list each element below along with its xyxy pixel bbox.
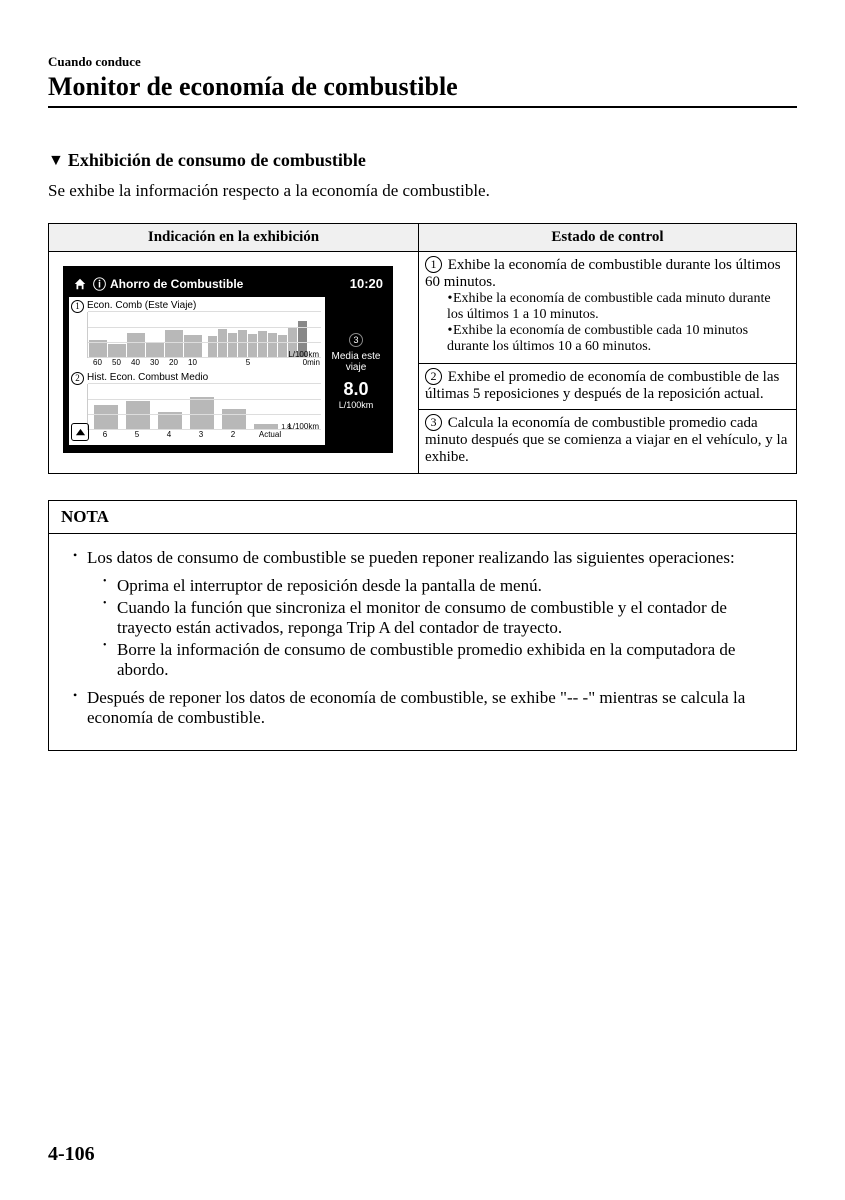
section-intro: Se exhibe la información respecto a la e… [48, 181, 797, 201]
nota-subitem: Borre la información de consumo de combu… [99, 640, 776, 680]
state-sub-1b: Exhibe la economía de combustible cada 1… [447, 323, 748, 354]
metric-value: 8.0 [343, 379, 368, 400]
state-text-3: Calcula la economía de combustible prome… [425, 415, 787, 465]
table-header-state: Estado de control [419, 224, 797, 252]
nota-body: Los datos de consumo de combustible se p… [49, 534, 796, 750]
chart1-number: 1 [71, 300, 84, 313]
home-icon [73, 277, 87, 291]
nota-subitem: Cuando la función que sincroniza el moni… [99, 598, 776, 638]
device-clock: 10:20 [350, 276, 383, 291]
table-header-display: Indicación en la exhibición [49, 224, 419, 252]
device-header: ⓘ Ahorro de Combustible 10:20 [69, 272, 387, 297]
metric-number: 3 [349, 333, 363, 347]
breadcrumb: Cuando conduce [48, 54, 797, 70]
chart1-area [87, 312, 321, 358]
metric-label: Media este viaje [327, 351, 385, 373]
up-arrow-icon [71, 423, 89, 441]
chart1-xaxis: 60504030201050min [87, 358, 321, 367]
page-number: 4-106 [48, 1143, 95, 1166]
chart1-unit: L/100km [288, 350, 319, 359]
display-cell: ⓘ Ahorro de Combustible 10:20 1 Econ. Co… [49, 252, 419, 474]
state-text-2: Exhibe el promedio de economía de combus… [425, 369, 779, 402]
nota-subitem: Oprima el interruptor de reposición desd… [99, 576, 776, 596]
state-row-2: 2 Exhibe el promedio de economía de comb… [419, 363, 797, 410]
triangle-icon: ▼ [48, 152, 64, 170]
title-rule [48, 106, 797, 108]
metric-panel: 3 Media este viaje 8.0 L/100km [325, 297, 387, 445]
section-heading: ▼ Exhibición de consumo de combustible [48, 150, 797, 171]
chart2-midlabel: 1.8 [281, 424, 291, 431]
display-table: Indicación en la exhibición Estado de co… [48, 223, 797, 474]
chart1-label: Econ. Comb (Este Viaje) [87, 300, 196, 311]
metric-unit: L/100km [339, 400, 374, 410]
state-num-3: 3 [425, 414, 442, 431]
state-text-1: Exhibe la economía de combustible durant… [425, 257, 781, 290]
chart-hist-avg: 2 Hist. Econ. Combust Medio 15 L/100km 1… [69, 369, 325, 445]
chart-econ-trip: 1 Econ. Comb (Este Viaje) 15 L/100km 60 [69, 297, 325, 369]
page-title: Monitor de economía de combustible [48, 72, 797, 102]
section-heading-text: Exhibición de consumo de combustible [68, 150, 366, 171]
state-row-3: 3 Calcula la economía de combustible pro… [419, 410, 797, 474]
info-icon: ⓘ [93, 274, 106, 293]
state-num-2: 2 [425, 368, 442, 385]
state-row-1: 1 Exhibe la economía de combustible dura… [419, 252, 797, 364]
nota-item: Los datos de consumo de combustible se p… [69, 548, 776, 680]
nota-item: Después de reponer los datos de economía… [69, 688, 776, 728]
chart2-unit: L/100km [288, 422, 319, 431]
chart2-label: Hist. Econ. Combust Medio [87, 372, 208, 383]
chart2-xaxis: 65432Actual [87, 430, 321, 439]
device-title: Ahorro de Combustible [110, 277, 350, 291]
nota-box: NOTA Los datos de consumo de combustible… [48, 500, 797, 751]
nota-title: NOTA [49, 501, 796, 534]
state-sub-1a: Exhibe la economía de combustible cada m… [447, 291, 771, 322]
chart2-number: 2 [71, 372, 84, 385]
state-num-1: 1 [425, 256, 442, 273]
charts-column: 1 Econ. Comb (Este Viaje) 15 L/100km 60 [69, 297, 325, 445]
device-screen: ⓘ Ahorro de Combustible 10:20 1 Econ. Co… [63, 266, 393, 453]
